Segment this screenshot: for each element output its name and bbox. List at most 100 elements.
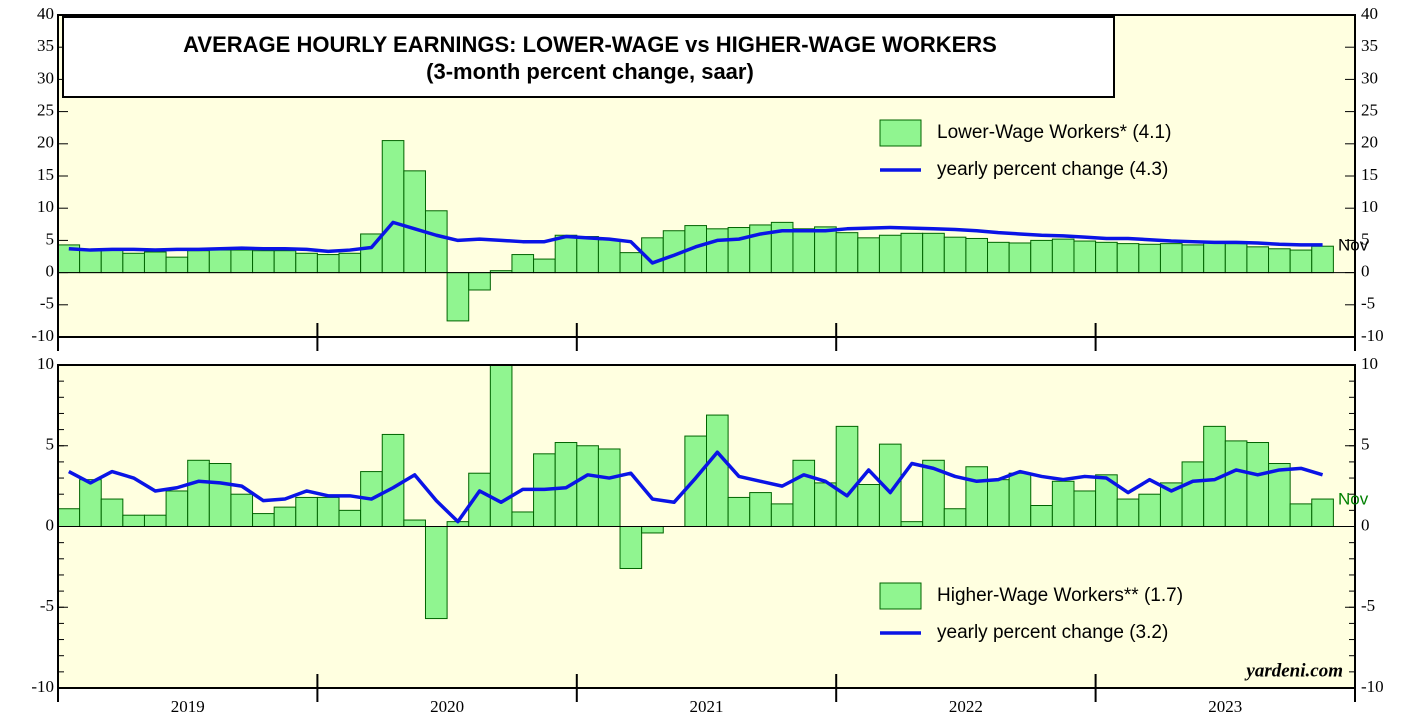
x-tick-label: 2021 (690, 697, 724, 716)
y-tick-label: 10 (37, 354, 54, 373)
bar (749, 492, 772, 527)
title-box (62, 16, 1115, 98)
bar (511, 511, 535, 527)
bar (122, 514, 145, 528)
y-tick-label: 10 (1361, 354, 1378, 373)
bar (273, 506, 297, 527)
bar (187, 459, 210, 527)
plot-frame (57, 364, 1356, 689)
bar (338, 252, 362, 274)
y-tick-label: 10 (37, 197, 54, 216)
bar (1030, 239, 1053, 274)
y-tick-label: 0 (46, 262, 55, 281)
bar (792, 228, 816, 274)
bar (1311, 498, 1334, 528)
bar (922, 232, 945, 274)
bar (814, 482, 837, 527)
bar (230, 493, 254, 528)
bar (295, 496, 318, 527)
line (67, 450, 1324, 524)
bar (943, 508, 967, 527)
bar (987, 479, 1010, 528)
bar (252, 513, 275, 528)
y-tick-label: 0 (46, 515, 55, 534)
bar (533, 258, 556, 274)
y-tick-label: -5 (1361, 294, 1375, 313)
bar (597, 239, 621, 274)
bar (1289, 249, 1313, 274)
bar (1008, 242, 1032, 274)
x-tick-label: 2020 (430, 697, 464, 716)
plot-frame (57, 14, 1356, 338)
bar (878, 234, 902, 274)
annotation: Nov (1338, 489, 1369, 508)
y-tick-label: 20 (1361, 133, 1378, 152)
bar (1246, 246, 1270, 274)
y-tick-label: 25 (37, 101, 54, 120)
bar (143, 251, 167, 274)
bar (468, 272, 491, 291)
bar (900, 232, 924, 274)
bar (1159, 243, 1183, 274)
bar (79, 479, 102, 528)
bar (619, 526, 643, 569)
bar (424, 526, 448, 620)
bar (511, 254, 535, 274)
bar (446, 272, 470, 322)
bar (1181, 461, 1205, 527)
bar (187, 250, 210, 274)
bar (1073, 240, 1097, 274)
source: yardeni.com (1244, 660, 1343, 681)
bar (1116, 498, 1140, 528)
bar (857, 237, 880, 274)
bar (143, 514, 167, 528)
y-tick-label: 40 (1361, 4, 1378, 23)
y-tick-label: 5 (1361, 435, 1370, 454)
bar (1008, 472, 1032, 527)
bar (100, 498, 124, 528)
y-tick-label: -5 (40, 294, 54, 313)
bar (1116, 243, 1140, 274)
bar (900, 521, 924, 528)
bar (273, 250, 297, 274)
bar (684, 435, 708, 527)
y-tick-label: 20 (37, 133, 54, 152)
bar (576, 236, 599, 274)
line (68, 220, 1323, 265)
bar (814, 226, 837, 274)
x-tick-label: 2022 (949, 697, 983, 716)
bar (57, 508, 81, 527)
bar (403, 170, 426, 274)
y-tick-label: 15 (37, 165, 54, 184)
y-tick-label: 5 (1361, 229, 1370, 248)
y-tick-label: -10 (31, 326, 54, 345)
y-tick-label: 40 (37, 4, 54, 23)
legend-swatch (879, 119, 922, 147)
bar (316, 254, 340, 274)
y-tick-label: 35 (37, 36, 54, 55)
bar (1051, 480, 1075, 527)
legend-label: yearly percent change (3.2) (937, 622, 1168, 643)
bar (619, 252, 643, 274)
bar (165, 256, 189, 274)
bar (316, 496, 340, 527)
y-tick-label: 35 (1361, 36, 1378, 55)
y-tick-label: 30 (37, 68, 54, 87)
bar (1073, 490, 1097, 527)
bar (857, 484, 880, 528)
bar (943, 236, 967, 274)
y-tick-label: 5 (46, 435, 55, 454)
y-tick-label: -5 (1361, 596, 1375, 615)
bar (122, 252, 145, 274)
bar (727, 496, 751, 527)
bar (1246, 442, 1270, 527)
bar (965, 466, 989, 527)
bar (554, 234, 578, 274)
legend-label: Higher-Wage Workers** (1.7) (937, 585, 1183, 606)
y-tick-label: -5 (40, 596, 54, 615)
bar (424, 210, 448, 274)
bar (835, 232, 859, 274)
bar (1289, 503, 1313, 528)
y-tick-label: 5 (46, 229, 55, 248)
y-tick-label: -10 (1361, 677, 1384, 696)
